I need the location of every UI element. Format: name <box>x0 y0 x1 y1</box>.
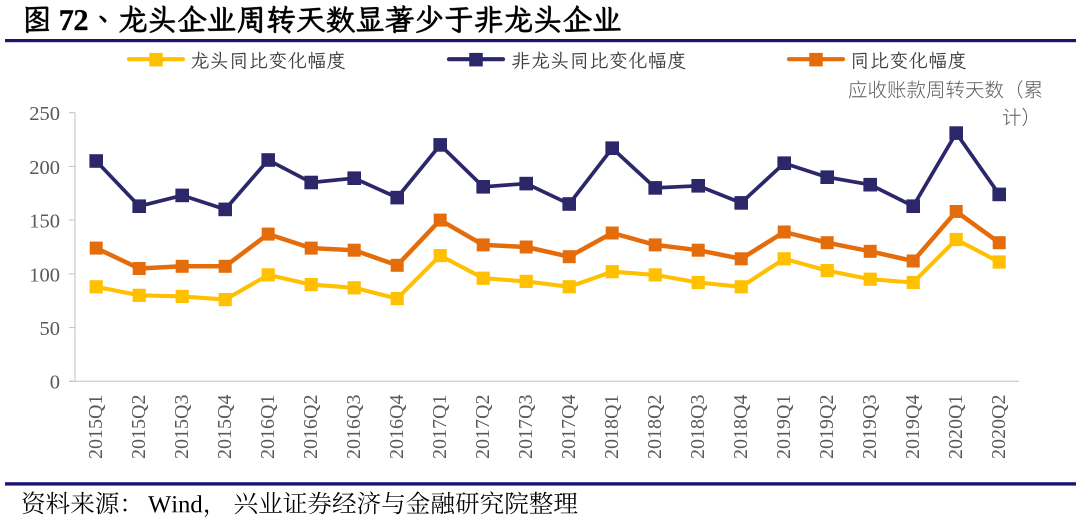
svg-text:2018Q1: 2018Q1 <box>601 395 623 459</box>
svg-text:2015Q4: 2015Q4 <box>214 395 236 459</box>
svg-text:2015Q3: 2015Q3 <box>171 395 193 459</box>
svg-text:2016Q1: 2016Q1 <box>257 395 279 459</box>
svg-text:2016Q4: 2016Q4 <box>386 395 408 459</box>
svg-text:2017Q3: 2017Q3 <box>515 395 537 459</box>
svg-text:150: 150 <box>29 211 60 233</box>
svg-text:200: 200 <box>29 157 60 179</box>
svg-text:2019Q3: 2019Q3 <box>859 395 881 459</box>
svg-text:2017Q1: 2017Q1 <box>429 395 451 459</box>
svg-text:2018Q2: 2018Q2 <box>644 395 666 459</box>
svg-text:2019Q4: 2019Q4 <box>902 395 924 459</box>
svg-text:2017Q4: 2017Q4 <box>558 395 580 459</box>
svg-text:2018Q4: 2018Q4 <box>730 395 752 459</box>
svg-text:2016Q3: 2016Q3 <box>343 395 365 459</box>
svg-text:2019Q1: 2019Q1 <box>773 395 795 459</box>
svg-text:2020Q2: 2020Q2 <box>988 395 1010 459</box>
svg-text:2016Q2: 2016Q2 <box>300 395 322 459</box>
svg-text:2020Q1: 2020Q1 <box>945 395 967 459</box>
svg-text:2019Q2: 2019Q2 <box>816 395 838 459</box>
svg-text:250: 250 <box>29 103 60 125</box>
svg-text:2015Q1: 2015Q1 <box>85 395 107 459</box>
svg-text:100: 100 <box>29 264 60 286</box>
svg-text:2015Q2: 2015Q2 <box>128 395 150 459</box>
svg-text:2018Q3: 2018Q3 <box>687 395 709 459</box>
svg-text:50: 50 <box>40 318 61 340</box>
svg-text:0: 0 <box>50 372 60 394</box>
svg-text:2017Q2: 2017Q2 <box>472 395 494 459</box>
